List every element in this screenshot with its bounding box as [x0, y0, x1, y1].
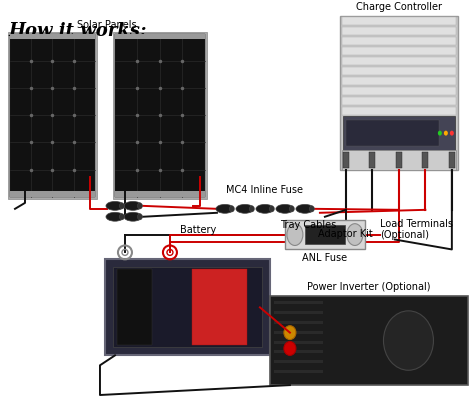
Bar: [342, 87, 456, 95]
Ellipse shape: [310, 206, 314, 212]
Text: How it works:: How it works:: [8, 22, 146, 40]
Bar: [342, 150, 456, 170]
Bar: [8, 32, 97, 199]
Ellipse shape: [229, 206, 235, 212]
Bar: [340, 16, 458, 170]
Text: Solar Panels: Solar Panels: [77, 19, 137, 30]
Ellipse shape: [137, 213, 143, 220]
Text: Power Inverter (Optional): Power Inverter (Optional): [307, 282, 431, 292]
Text: Battery: Battery: [180, 225, 216, 234]
Bar: [274, 360, 323, 363]
Ellipse shape: [124, 212, 142, 221]
Ellipse shape: [137, 203, 143, 209]
Bar: [396, 152, 402, 168]
Bar: [449, 152, 455, 168]
Bar: [105, 259, 270, 355]
Text: Tray Cables: Tray Cables: [280, 220, 336, 230]
Bar: [10, 191, 95, 197]
Ellipse shape: [284, 341, 296, 355]
Text: ANL Fuse: ANL Fuse: [302, 253, 347, 263]
Bar: [10, 34, 95, 40]
Bar: [342, 27, 456, 35]
Bar: [274, 331, 323, 333]
Ellipse shape: [119, 213, 125, 220]
Ellipse shape: [249, 206, 255, 212]
Ellipse shape: [256, 204, 274, 213]
Bar: [342, 57, 456, 65]
Bar: [115, 34, 205, 40]
Bar: [285, 220, 365, 249]
Bar: [369, 152, 375, 168]
Ellipse shape: [296, 204, 314, 213]
Bar: [10, 34, 95, 197]
Ellipse shape: [383, 311, 433, 370]
Bar: [342, 77, 456, 85]
Bar: [113, 32, 207, 199]
Bar: [342, 37, 456, 45]
Ellipse shape: [290, 206, 294, 212]
Ellipse shape: [106, 202, 124, 210]
Ellipse shape: [276, 204, 294, 213]
Bar: [343, 116, 455, 150]
Bar: [274, 341, 323, 343]
Text: Adaptor Kit: Adaptor Kit: [318, 228, 372, 239]
Bar: [342, 67, 456, 75]
Text: MC4 Inline Fuse: MC4 Inline Fuse: [227, 185, 303, 195]
Ellipse shape: [106, 212, 124, 221]
Bar: [115, 34, 205, 197]
Ellipse shape: [124, 202, 142, 210]
Bar: [117, 269, 152, 345]
Bar: [274, 321, 323, 324]
Ellipse shape: [287, 224, 303, 246]
Ellipse shape: [269, 206, 274, 212]
Bar: [343, 152, 349, 168]
Bar: [274, 370, 323, 373]
Ellipse shape: [284, 326, 296, 339]
Bar: [305, 225, 345, 244]
Bar: [342, 47, 456, 55]
Ellipse shape: [444, 131, 448, 135]
Bar: [274, 311, 323, 314]
Bar: [115, 191, 205, 197]
Bar: [274, 350, 323, 353]
Ellipse shape: [236, 204, 254, 213]
Bar: [342, 107, 456, 115]
Ellipse shape: [438, 131, 442, 135]
Bar: [346, 120, 439, 146]
Bar: [274, 301, 323, 304]
Bar: [192, 269, 247, 345]
Bar: [342, 17, 456, 25]
Text: Charge Controller: Charge Controller: [356, 2, 442, 12]
Bar: [342, 97, 456, 105]
Ellipse shape: [216, 204, 234, 213]
Bar: [270, 296, 468, 385]
Ellipse shape: [119, 203, 125, 209]
Ellipse shape: [347, 224, 363, 246]
Bar: [422, 152, 428, 168]
Ellipse shape: [450, 131, 454, 135]
Bar: [113, 267, 262, 347]
Text: Load Terminals
(Optional): Load Terminals (Optional): [380, 219, 453, 240]
